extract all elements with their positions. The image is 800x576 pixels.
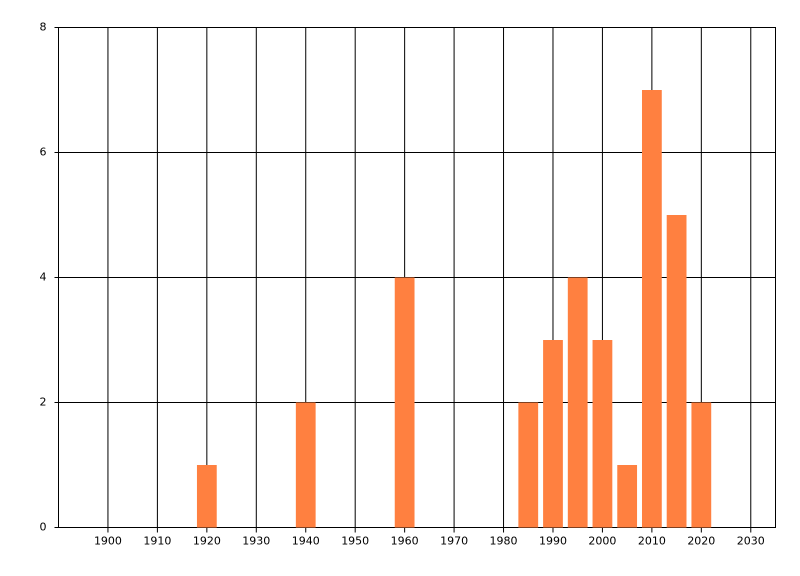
x-tick-label: 1910 xyxy=(143,535,171,548)
x-tick-label: 2010 xyxy=(638,535,666,548)
x-tick-label: 1970 xyxy=(440,535,468,548)
plot-frame xyxy=(58,27,776,528)
x-tick-label: 2000 xyxy=(588,535,616,548)
bar xyxy=(691,402,712,528)
x-tick-label: 2020 xyxy=(687,535,715,548)
bar xyxy=(543,340,563,528)
bar xyxy=(394,277,415,528)
x-tick-label: 1900 xyxy=(94,535,122,548)
bar xyxy=(518,402,539,528)
bar xyxy=(617,465,638,528)
bar xyxy=(641,90,662,528)
x-tick-label: 1920 xyxy=(193,535,221,548)
x-tick-label: 1990 xyxy=(539,535,567,548)
x-tick-label: 1980 xyxy=(490,535,518,548)
y-tick-label: 4 xyxy=(40,271,47,284)
x-tick-label: 1950 xyxy=(341,535,369,548)
bar xyxy=(567,277,588,528)
y-tick-label: 8 xyxy=(40,21,47,34)
bar xyxy=(196,465,217,528)
bar xyxy=(666,215,687,528)
y-tick-label: 2 xyxy=(40,396,47,409)
x-tick-label: 2030 xyxy=(737,535,765,548)
y-tick-label: 0 xyxy=(40,521,47,534)
x-tick-label: 1940 xyxy=(292,535,320,548)
bar xyxy=(295,402,316,528)
x-tick-label: 1960 xyxy=(391,535,419,548)
x-tick-label: 1930 xyxy=(242,535,270,548)
y-tick-label: 6 xyxy=(40,146,47,159)
bar xyxy=(592,340,613,528)
